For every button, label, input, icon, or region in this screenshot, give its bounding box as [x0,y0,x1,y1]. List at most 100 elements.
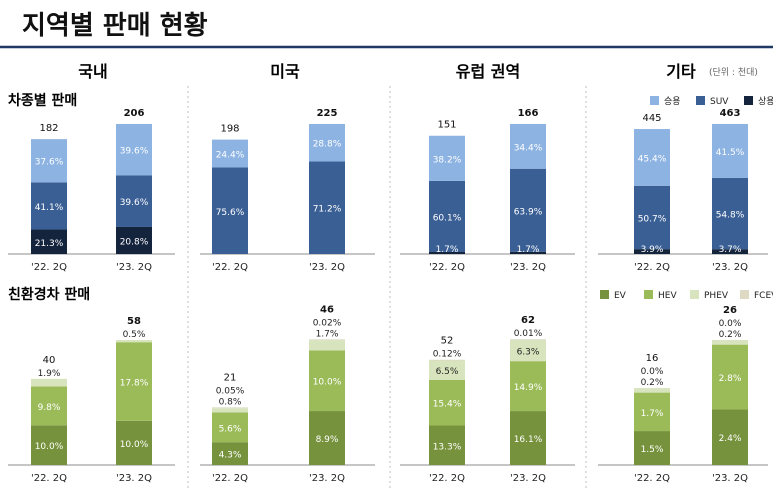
category-label: '22. 2Q [212,473,248,484]
bar-segment [429,359,465,361]
category-label: '23. 2Q [116,473,152,484]
bar-total-label: 26 [723,305,737,316]
section-title-vehicle: 차종별 판매 [8,92,77,109]
bar-segment [31,229,67,254]
segment-share-label: 4.3% [219,451,242,461]
legend-eco-swatch [740,290,749,299]
bar-segment [309,161,345,254]
bar-segment [212,407,248,409]
bar-segment [212,167,248,254]
segment-share-label: 5.6% [219,424,242,434]
bar-segment [309,339,345,341]
bar-segment [309,411,345,465]
bar-segment [634,431,670,465]
bar-segment [429,251,465,254]
bar-total-label: 166 [518,108,539,119]
bar-total-label: 225 [317,108,338,119]
segment-share-label: 2.4% [719,434,742,444]
category-label: '23. 2Q [116,262,152,273]
category-label: '22. 2Q [429,262,465,273]
bar-segment [116,226,152,254]
bar-segment [212,408,248,413]
segment-share-label: 1.9% [38,369,61,379]
segment-share-label: 24.4% [216,151,245,161]
segment-share-label: 0.2% [641,378,664,388]
bar-segment [212,139,248,168]
segment-share-label: 39.6% [120,147,149,157]
segment-share-label: 15.4% [433,400,462,410]
bar-segment [510,411,546,465]
segment-share-label: 0.05% [216,386,245,396]
bar-segment [510,339,546,341]
segment-share-label: 1.5% [641,445,664,455]
region-header-others: 기타 [666,62,696,81]
bar-segment [634,392,670,432]
region-header-us: 미국 [270,62,300,81]
bar-total-label: 46 [320,304,334,315]
legend-eco-label: PHEV [704,291,729,301]
segment-share-label: 1.7% [436,245,459,255]
segment-share-label: 71.2% [313,205,342,215]
bar-segment [116,420,152,465]
bar-total-label: 52 [441,336,454,347]
category-label: '22. 2Q [212,262,248,273]
bar-segment [510,168,546,252]
segment-share-label: 0.8% [219,397,242,407]
bar-segment [116,342,152,421]
legend-vehicle-label: 상용 [758,96,773,107]
bar-segment [712,340,748,345]
bar-segment [712,249,748,254]
bar-segment [116,175,152,227]
segment-share-label: 13.3% [433,442,462,452]
segment-share-label: 8.9% [316,435,339,445]
bar-segment [634,249,670,254]
bar-segment [212,412,248,443]
bar-segment [309,350,345,412]
segment-share-label: 45.4% [638,154,667,164]
bar-segment [31,139,67,183]
segment-share-label: 10.0% [35,442,64,452]
segment-share-label: 1.7% [641,409,664,419]
bar-segment [510,361,546,412]
bar-total-label: 21 [224,372,237,383]
bar-segment [429,180,465,252]
category-label: '23. 2Q [309,473,345,484]
bar-segment [31,425,67,465]
segment-share-label: 54.8% [716,211,745,221]
legends: 승용 SUV 상용 EV HEV PHEV FCEV [600,96,773,301]
segment-share-label: 34.4% [514,143,543,153]
segment-share-label: 1.7% [316,329,339,339]
region-header-domestic: 국내 [78,62,107,81]
legend-eco-label: FCEV [754,291,773,301]
bar-segment [712,124,748,178]
bar-segment [116,124,152,176]
category-label: '23. 2Q [510,262,546,273]
segment-share-label: 0.12% [433,350,462,360]
bar-segment [634,129,670,186]
bar-segment [510,251,546,254]
bar-total-label: 463 [720,108,741,119]
segment-share-label: 37.6% [35,158,64,168]
bar-segment [309,340,345,351]
legend-eco-swatch [600,290,609,299]
bar-segment [712,409,748,465]
category-label: '22. 2Q [31,262,67,273]
bar-total-label: 198 [220,124,239,135]
segment-share-label: 0.01% [514,329,543,339]
legend-eco-label: HEV [658,291,677,301]
segment-share-label: 0.02% [313,318,342,328]
region-header-europe: 유럽 권역 [456,62,520,81]
legend-vehicle-label: 승용 [664,96,681,107]
category-label: '22. 2Q [429,473,465,484]
segment-share-label: 41.5% [716,148,745,158]
bar-segment [309,124,345,162]
bar-segment [510,124,546,169]
segment-share-label: 14.9% [514,383,543,393]
legend-eco-swatch [644,290,653,299]
category-label: '22. 2Q [634,262,670,273]
segment-share-label: 6.5% [436,367,459,377]
bar-total-label: 445 [642,113,661,124]
segment-share-label: 17.8% [120,379,149,389]
